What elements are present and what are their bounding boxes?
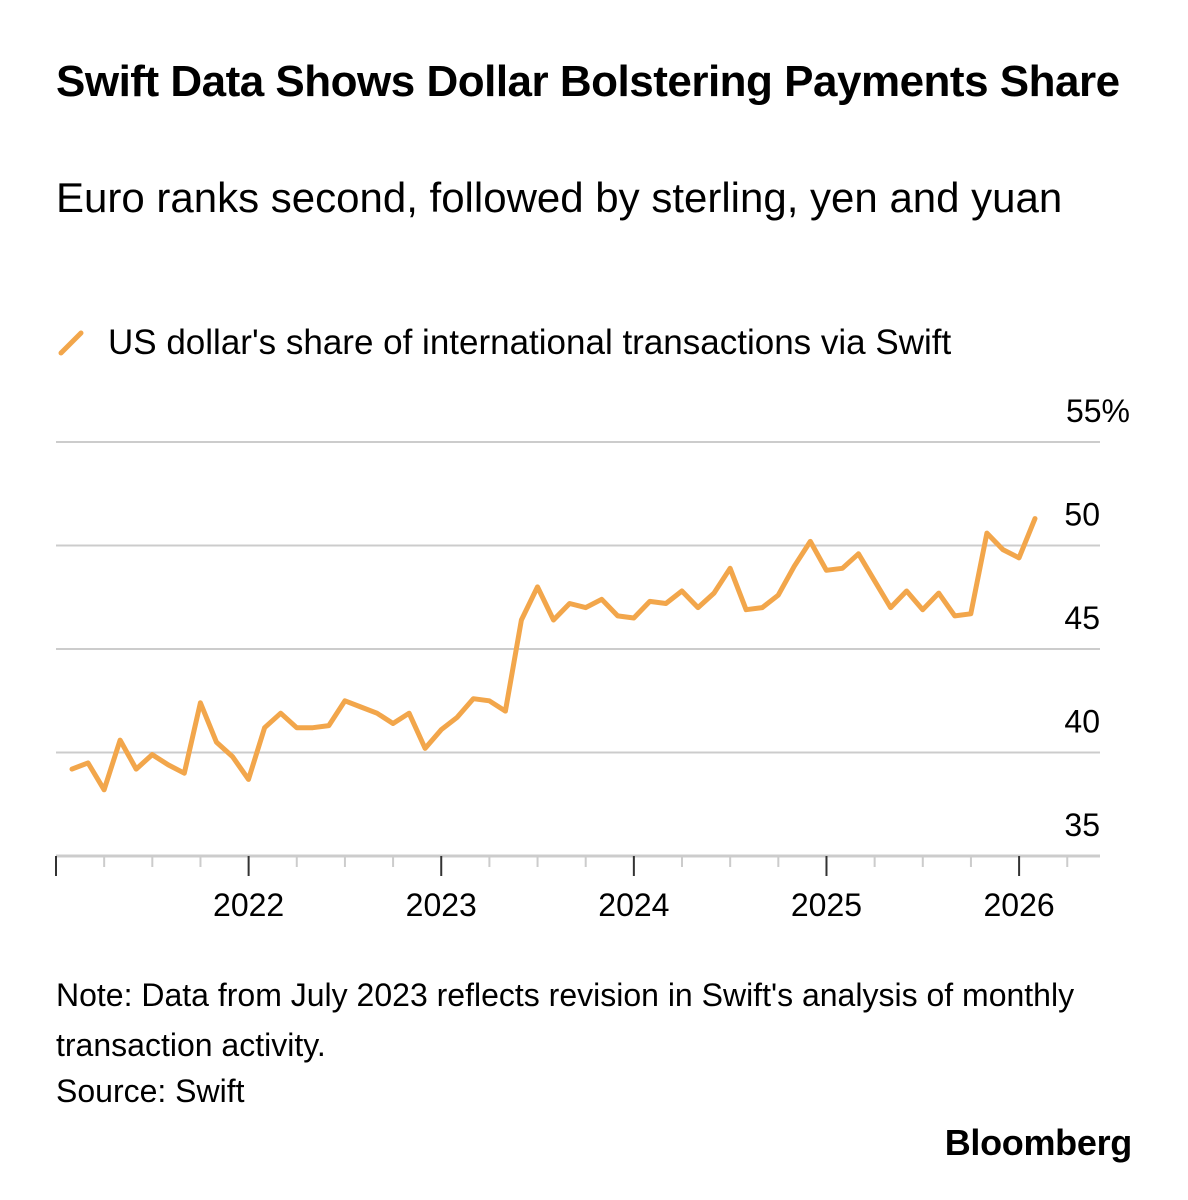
data-point (248, 778, 250, 780)
chart-subtitle: Euro ranks second, followed by sterling,… (56, 174, 1063, 221)
data-point (569, 602, 571, 604)
data-point (585, 607, 587, 609)
x-tick-label: 2023 (406, 887, 477, 923)
series-line (69, 516, 1038, 793)
data-point (119, 739, 121, 741)
data-point (617, 615, 619, 617)
data-point (938, 592, 940, 594)
data-point (874, 580, 876, 582)
data-point (167, 764, 169, 766)
y-tick-label: 45 (1064, 600, 1100, 636)
data-point (87, 762, 89, 764)
data-point (183, 772, 185, 774)
x-tick-label: 2024 (598, 887, 669, 923)
data-point (777, 594, 779, 596)
legend: US dollar's share of international trans… (56, 318, 951, 368)
data-point (697, 607, 699, 609)
data-point (135, 768, 137, 770)
data-point (922, 609, 924, 611)
data-point (954, 615, 956, 617)
data-point (440, 729, 442, 731)
x-tick-label: 2026 (984, 887, 1055, 923)
data-point (793, 565, 795, 567)
data-point (408, 712, 410, 714)
data-point (264, 727, 266, 729)
chart-source: Source: Swift (56, 1073, 245, 1109)
data-point (504, 710, 506, 712)
y-tick-label: 50 (1064, 497, 1100, 533)
chart-title: Swift Data Shows Dollar Bolstering Payme… (56, 57, 1120, 106)
data-point (520, 619, 522, 621)
data-point (488, 700, 490, 702)
data-point (1034, 518, 1036, 520)
data-point (424, 747, 426, 749)
brand-logo: Bloomberg (944, 1122, 1133, 1163)
data-point (745, 609, 747, 611)
data-point (906, 590, 908, 592)
data-point (601, 598, 603, 600)
line-chart: 35 40 45 50 55% 2022 2023 2024 2025 2026 (55, 393, 1130, 923)
data-point (970, 613, 972, 615)
data-point (312, 727, 314, 729)
data-point (296, 727, 298, 729)
data-point (553, 619, 555, 621)
x-tick-label: 2022 (213, 887, 284, 923)
data-point (825, 569, 827, 571)
data-point (536, 586, 538, 588)
data-point (456, 716, 458, 718)
data-point (809, 540, 811, 542)
data-point (986, 532, 988, 534)
data-point (328, 725, 330, 727)
data-point (633, 617, 635, 619)
data-point (890, 607, 892, 609)
data-point (151, 754, 153, 756)
data-point (681, 590, 683, 592)
data-point (472, 698, 474, 700)
data-point (71, 768, 73, 770)
data-point (649, 600, 651, 602)
y-tick-label: 35 (1064, 807, 1100, 843)
data-point (1002, 549, 1004, 551)
y-tick-label: 55% (1066, 393, 1130, 429)
data-point (344, 700, 346, 702)
y-tick-label: 40 (1064, 704, 1100, 740)
data-point (713, 592, 715, 594)
data-point (392, 723, 394, 725)
legend-label: US dollar's share of international trans… (108, 323, 952, 362)
data-point (857, 553, 859, 555)
data-point (761, 607, 763, 609)
data-point (665, 602, 667, 604)
data-point (729, 567, 731, 569)
data-point (280, 712, 282, 714)
data-point (215, 741, 217, 743)
chart-note: Note: Data from July 2023 reflects revis… (56, 977, 1075, 1063)
data-point (841, 567, 843, 569)
x-tick-label: 2025 (791, 887, 862, 923)
data-point (103, 789, 105, 791)
data-point (231, 756, 233, 758)
data-point (1018, 557, 1020, 559)
data-point (360, 706, 362, 708)
legend-line-icon (58, 330, 84, 356)
data-point (199, 702, 201, 704)
data-point (376, 712, 378, 714)
